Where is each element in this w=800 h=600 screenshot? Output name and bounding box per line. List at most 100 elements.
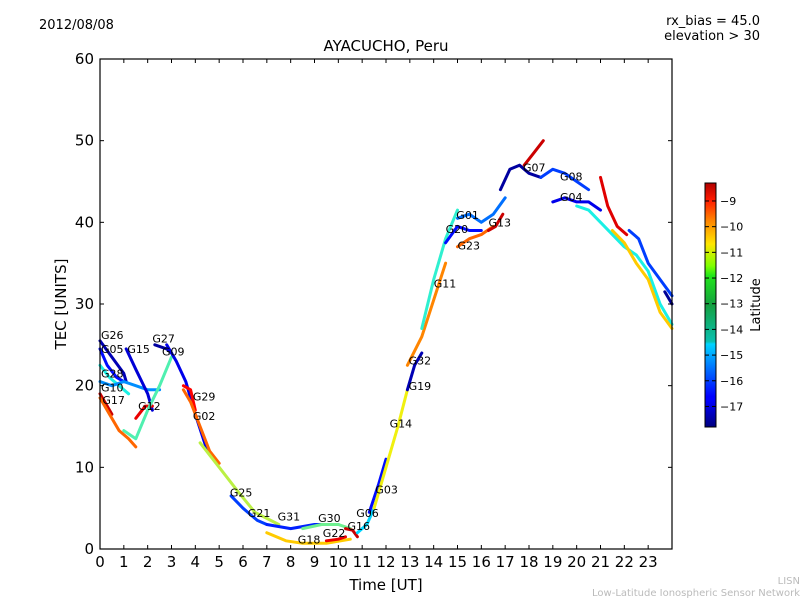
y-tick-label: 50 [75, 132, 94, 150]
series-line-g03 [367, 457, 388, 514]
satellite-label-g17: G17 [102, 394, 125, 407]
satellite-label-g16: G16 [348, 520, 371, 533]
satellite-label-g27: G27 [152, 332, 175, 345]
x-tick-label: 14 [424, 553, 443, 571]
x-tick-label: 9 [310, 553, 320, 571]
satellite-label-g12: G12 [138, 400, 161, 413]
elevation-label: elevation > 30 [664, 29, 760, 44]
colorbar-tick-label: −16 [720, 375, 743, 388]
series-line-g30b [663, 290, 674, 306]
series-line-g07b [522, 139, 545, 167]
satellite-label-g03: G03 [375, 484, 398, 497]
satellite-label-g26: G26 [101, 329, 124, 342]
series-line-g28b [610, 229, 674, 330]
colorbar-gradient [704, 182, 717, 428]
y-tick-label: 60 [75, 50, 94, 68]
satellite-label-g02: G02 [193, 410, 216, 423]
x-tick-label: 22 [615, 553, 634, 571]
series-line-g08 [539, 167, 591, 192]
colorbar-tick-label: −17 [720, 400, 743, 413]
satellite-label-g15: G15 [127, 343, 150, 356]
satellite-label-g19: G19 [409, 380, 432, 393]
series-line-g14 [372, 388, 409, 510]
series-line-g04b [575, 204, 674, 326]
colorbar-tick-label: −11 [720, 246, 743, 259]
x-tick-label: 1 [119, 553, 129, 571]
series-line-g16b [627, 229, 674, 298]
x-tick-label: 10 [329, 553, 348, 571]
satellite-label-g08: G08 [560, 171, 583, 184]
x-tick-label: 8 [286, 553, 296, 571]
series-line-g29 [181, 384, 197, 412]
series-line-g02 [181, 388, 221, 465]
satellite-label-g05: G05 [101, 343, 124, 356]
satellite-label-g32: G32 [409, 354, 432, 367]
series-line-g10 [98, 380, 162, 392]
x-axis: 0 1 2 3 4 5 6 7 8 9 10 11 12 13 14 15 16 17 18 19 20 21 22 23 [95, 59, 658, 571]
series-line-g28 [98, 363, 131, 396]
series-line-g30 [301, 523, 352, 531]
colorbar-tick-label: −10 [720, 221, 743, 234]
y-axis: 0 10 20 30 40 50 60 [75, 50, 672, 558]
series-line-g11 [420, 208, 459, 330]
x-tick-label: 2 [143, 553, 153, 571]
satellite-label-g11: G11 [434, 278, 457, 291]
x-axis-label: Time [UT] [348, 576, 422, 594]
satellite-label-g28: G28 [101, 368, 124, 381]
date-label: 2012/08/08 [39, 18, 114, 33]
series-line-g12b [122, 355, 173, 441]
series-line-g17 [98, 392, 114, 416]
series-line-g21 [229, 494, 269, 526]
x-tick-label: 4 [191, 553, 201, 571]
colorbar-ticks: −9 −10 −11 −12 −13 −14 −15 −16 −17 [705, 195, 743, 413]
series-line-g07 [498, 163, 543, 192]
colorbar-tick-label: −14 [720, 323, 743, 336]
colorbar-tick-label: −15 [720, 349, 743, 362]
series-layer [98, 139, 674, 545]
satellite-label-g29: G29 [193, 390, 216, 403]
satellite-label-g25: G25 [230, 487, 253, 500]
series-line-g22 [324, 535, 347, 543]
y-tick-label: 40 [75, 213, 94, 231]
y-axis-label: TEC [UNITS] [52, 259, 70, 351]
series-line-g20 [444, 224, 483, 245]
parameters-block: rx_bias = 45.0 elevation > 30 [664, 14, 760, 44]
x-tick-label: 18 [519, 553, 538, 571]
satellite-label-g06: G06 [356, 507, 379, 520]
satellite-label-g21: G21 [248, 507, 271, 520]
x-tick-label: 5 [214, 553, 224, 571]
plot-frame [99, 58, 673, 550]
colorbar-tick-label: −12 [720, 272, 743, 285]
y-tick-label: 0 [84, 540, 94, 558]
series-line-g06 [355, 506, 376, 535]
credit-long: Low-Latitude Ionospheric Sensor Network [592, 588, 800, 599]
y-tick-label: 20 [75, 377, 94, 395]
satellite-label-g07: G07 [523, 162, 546, 175]
series-line-g26 [98, 339, 128, 384]
x-tick-label: 17 [496, 553, 515, 571]
series-line-g04 [551, 196, 602, 212]
series-line-g08b [599, 175, 629, 237]
satellite-label-g23: G23 [458, 239, 481, 252]
satellite-label-g14: G14 [390, 417, 413, 430]
x-tick-label: 7 [262, 553, 272, 571]
y-tick-label: 30 [75, 295, 94, 313]
series-line-g32 [405, 261, 448, 367]
credit-block: LISN Low-Latitude Ionospheric Sensor Net… [592, 576, 800, 600]
x-tick-label: 19 [543, 553, 562, 571]
satellite-label-g22: G22 [323, 527, 346, 540]
chart-title: AYACUCHO, Peru [323, 37, 449, 55]
x-tick-label: 20 [567, 553, 586, 571]
x-tick-label: 21 [591, 553, 610, 571]
satellite-label-g13: G13 [489, 216, 512, 229]
satellite-label-g20: G20 [446, 223, 469, 236]
x-tick-label: 16 [472, 553, 491, 571]
x-tick-label: 15 [448, 553, 467, 571]
colorbar-tick-label: −9 [720, 195, 736, 208]
satellite-label-g09: G09 [162, 345, 185, 358]
credit-short: LISN [777, 576, 800, 587]
x-tick-label: 12 [376, 553, 395, 571]
series-line-g17b [98, 396, 138, 449]
